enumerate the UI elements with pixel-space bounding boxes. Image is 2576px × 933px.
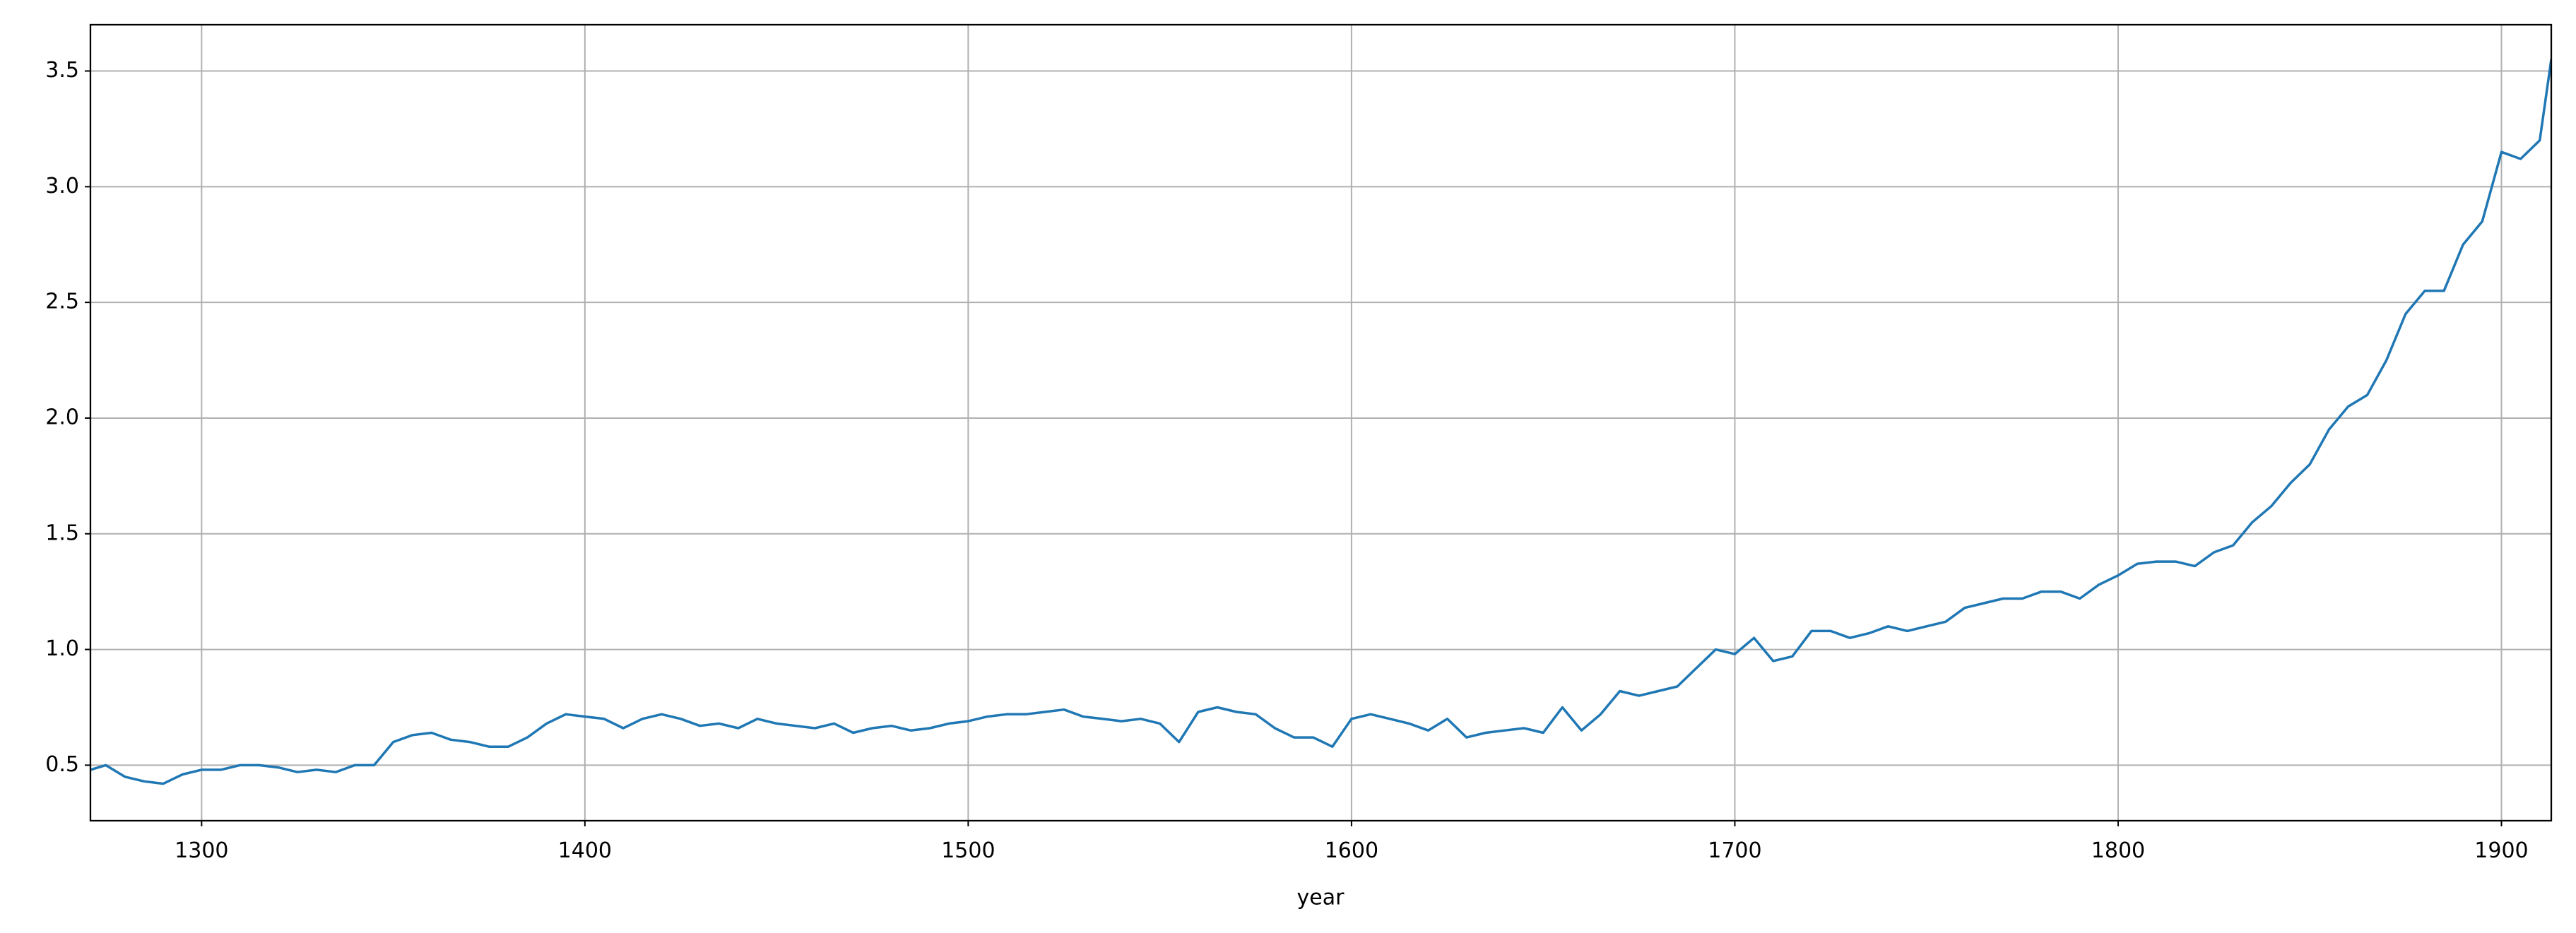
- x-tick-label: 1300: [175, 838, 228, 863]
- x-tick-label: 1800: [2091, 838, 2145, 863]
- data-line: [90, 59, 2551, 785]
- y-tick-label: 2.0: [45, 405, 79, 429]
- x-axis-label: year: [1297, 886, 1345, 910]
- x-tick-label: 1500: [941, 838, 995, 863]
- x-tick-label: 1900: [2474, 838, 2528, 863]
- y-tick-label: 1.5: [45, 521, 79, 545]
- y-tick-label: 3.0: [45, 174, 79, 198]
- x-tick-label: 1600: [1325, 838, 1378, 863]
- y-tick-label: 0.5: [45, 752, 79, 777]
- y-tick-label: 1.0: [45, 636, 79, 661]
- axes-frame: [89, 23, 2553, 822]
- x-tick-label: 1400: [558, 838, 612, 863]
- y-tick-label: 3.5: [45, 58, 79, 83]
- plot-area: [90, 59, 2551, 785]
- ticks: 1300 1400 1500 1600 1700 1800 1900 0.5 1.0 1.5 2.0…: [45, 58, 2528, 863]
- grid: [90, 25, 2551, 821]
- y-tick-label: 2.5: [45, 290, 79, 314]
- x-tick-label: 1700: [1708, 838, 1761, 863]
